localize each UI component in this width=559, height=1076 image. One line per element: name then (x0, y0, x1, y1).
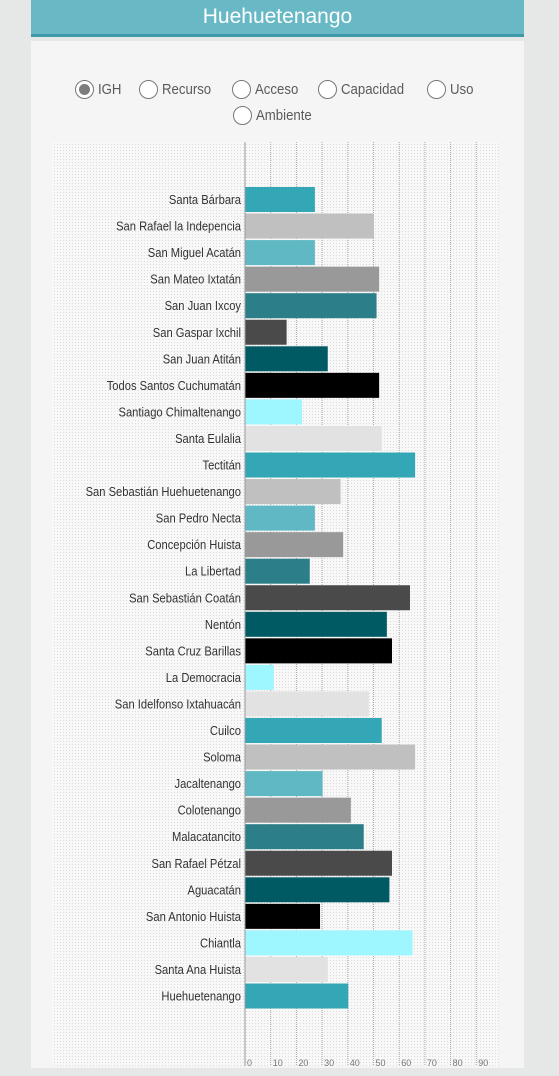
bar[interactable] (245, 930, 413, 956)
option-acceso[interactable]: Acceso (231, 78, 304, 100)
bar[interactable] (245, 293, 377, 319)
category-label: Todos Santos Cuchumatán (107, 378, 241, 393)
option-acceso-label: Acceso (254, 80, 299, 98)
radio-recurso[interactable] (139, 79, 159, 99)
x-tick-label: 70 (427, 1058, 437, 1068)
category-label: Santa Bárbara (169, 192, 242, 207)
category-label: Malacatancito (172, 829, 241, 844)
bar[interactable] (245, 558, 310, 584)
bar[interactable] (245, 771, 323, 797)
category-label: San Rafael la Indepencia (116, 219, 242, 234)
bar[interactable] (245, 505, 315, 531)
option-ambiente[interactable]: Ambiente (232, 104, 319, 126)
bar[interactable] (245, 532, 344, 558)
bar[interactable] (245, 585, 410, 611)
radio-acceso[interactable] (231, 79, 251, 99)
bar[interactable] (245, 213, 375, 239)
bar[interactable] (245, 877, 390, 903)
category-label: Santa Cruz Barillas (145, 643, 241, 658)
category-label: San Juan Atitán (163, 351, 241, 366)
radio-capacidad[interactable] (318, 79, 338, 99)
page-title: Huehuetenango (31, 0, 524, 37)
x-tick-label: 60 (401, 1058, 411, 1068)
x-tick-label: 0 (247, 1058, 252, 1068)
bar[interactable] (245, 425, 382, 451)
category-label: Concepción Huista (147, 537, 241, 552)
bar[interactable] (245, 240, 315, 266)
bar[interactable] (245, 824, 364, 850)
bar[interactable] (245, 903, 321, 929)
bar[interactable] (245, 266, 380, 292)
option-uso[interactable]: Uso (426, 78, 477, 100)
bar[interactable] (245, 372, 380, 398)
bar[interactable] (245, 611, 387, 637)
category-label: Nentón (205, 617, 241, 632)
category-label: San Rafael Pétzal (152, 856, 242, 871)
option-igh-label: IGH (98, 80, 122, 98)
radio-igh[interactable] (75, 79, 95, 99)
category-label: Santa Ana Huista (155, 962, 242, 977)
x-tick-label: 80 (453, 1058, 463, 1068)
x-tick-label: 20 (298, 1058, 308, 1068)
category-label: San Sebastián Coatán (129, 590, 241, 605)
x-tick-label: 30 (324, 1058, 334, 1068)
category-label: San Idelfonso Ixtahuacán (115, 696, 241, 711)
category-label: Aguacatán (188, 882, 242, 897)
category-label: Colotenango (178, 803, 241, 818)
bar[interactable] (245, 956, 328, 982)
option-capacidad[interactable]: Capacidad (318, 78, 413, 100)
radio-uso[interactable] (426, 79, 446, 99)
option-capacidad-label: Capacidad (341, 80, 405, 98)
x-tick-label: 40 (350, 1058, 360, 1068)
bar[interactable] (245, 399, 303, 425)
category-label: La Democracia (166, 670, 242, 685)
category-label: San Miguel Acatán (148, 245, 241, 260)
category-label: Huehuetenango (161, 989, 241, 1004)
bar[interactable] (245, 319, 287, 345)
category-label: Jacaltenango (175, 776, 242, 791)
category-label: San Sebastián Huehuetenango (86, 484, 241, 499)
category-label: San Gaspar Ixchil (153, 325, 241, 340)
bar[interactable] (245, 638, 392, 664)
category-label: San Mateo Ixtatán (150, 272, 241, 287)
category-label: San Pedro Necta (156, 511, 242, 526)
option-igh[interactable]: IGH (75, 78, 125, 100)
bar[interactable] (245, 664, 274, 690)
bar[interactable] (245, 691, 369, 717)
x-tick-label: 50 (376, 1058, 386, 1068)
bar[interactable] (245, 983, 349, 1009)
radio-ambiente[interactable] (232, 105, 252, 125)
category-label: Cuilco (210, 723, 241, 738)
x-tick-label: 10 (273, 1058, 283, 1068)
category-label: Santa Eulalia (175, 431, 242, 446)
option-uso-label: Uso (449, 80, 474, 98)
bar[interactable] (245, 850, 392, 876)
bar[interactable] (245, 452, 416, 478)
indicator-selector: IGH Recurso Acceso Capacidad Uso Ambient… (66, 78, 486, 126)
category-label: Soloma (203, 750, 242, 765)
x-tick-label: 90 (478, 1058, 488, 1068)
bar[interactable] (245, 797, 351, 823)
category-label: Tectitán (203, 458, 242, 473)
bar[interactable] (245, 187, 315, 212)
category-label: La Libertad (185, 564, 241, 579)
bar[interactable] (245, 346, 328, 372)
bar[interactable] (245, 718, 382, 743)
option-recurso-label: Recurso (162, 80, 212, 98)
option-recurso[interactable]: Recurso (139, 78, 218, 100)
category-label: San Juan Ixcoy (165, 298, 242, 313)
bar[interactable] (245, 744, 416, 770)
category-label: Chiantla (200, 935, 242, 950)
category-label: Santiago Chimaltenango (119, 404, 242, 419)
option-ambiente-label: Ambiente (255, 106, 312, 124)
category-label: San Antonio Huista (146, 909, 242, 924)
bar[interactable] (245, 479, 341, 505)
